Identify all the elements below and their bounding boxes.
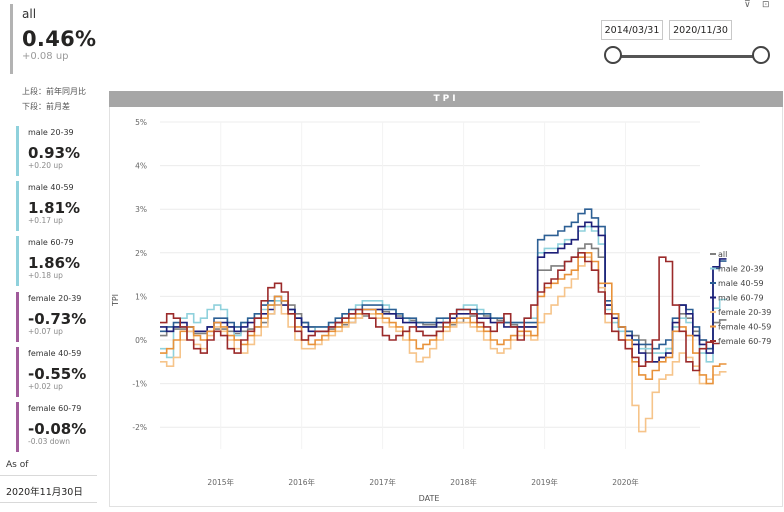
focus-mode-icon[interactable]: ⊡ (762, 0, 770, 10)
date-end-input[interactable]: 2020/11/30 (669, 20, 732, 40)
chart-frame (109, 107, 783, 507)
kpi-card-value: -0.55% (28, 365, 87, 383)
note-upper: 上段：前年同月比 (22, 87, 86, 96)
overall-kpi-value: 0.46% (22, 27, 97, 51)
overall-kpi-change: +0.08 up (22, 51, 69, 62)
kpi-card-male-60-79: male 60-79 1.86% +0.18 up (16, 236, 96, 286)
kpi-card-value: 1.86% (28, 254, 81, 272)
as-of-box: 2020年11月30日 (0, 475, 97, 503)
as-of-date: 2020年11月30日 (6, 487, 83, 498)
kpi-card-label: male 20-39 (28, 128, 74, 137)
date-slider-track[interactable] (614, 55, 762, 58)
filter-icon[interactable]: ⊽ (744, 0, 751, 10)
kpi-card-change: +0.07 up (28, 327, 63, 336)
kpi-card-change: +0.17 up (28, 216, 63, 225)
overall-kpi-label: all (22, 7, 37, 21)
kpi-card-label: female 20-39 (28, 294, 82, 303)
kpi-card-male-40-59: male 40-59 1.81% +0.17 up (16, 181, 96, 231)
kpi-card-female-40-59: female 40-59 -0.55% +0.02 up (16, 347, 96, 397)
date-slider-end-handle[interactable] (752, 46, 770, 64)
kpi-card-change: -0.03 down (28, 437, 71, 446)
kpi-card-value: -0.08% (28, 420, 87, 438)
kpi-card-value: 1.81% (28, 199, 81, 217)
kpi-card-change: +0.18 up (28, 271, 63, 280)
as-of-label: As of (6, 460, 29, 470)
kpi-card-label: female 60-79 (28, 404, 82, 413)
kpi-card-label: male 60-79 (28, 238, 74, 247)
kpi-card-change: +0.02 up (28, 382, 63, 391)
note-lower: 下段：前月差 (22, 102, 70, 111)
chart-title: TPI (109, 91, 783, 107)
kpi-card-label: male 40-59 (28, 183, 74, 192)
kpi-card-value: -0.73% (28, 310, 87, 328)
date-slider-start-handle[interactable] (604, 46, 622, 64)
kpi-card-female-20-39: female 20-39 -0.73% +0.07 up (16, 292, 96, 342)
kpi-card-male-20-39: male 20-39 0.93% +0.20 up (16, 126, 96, 176)
kpi-card-label: female 40-59 (28, 349, 82, 358)
overall-kpi-card: all 0.46% +0.08 up (10, 4, 102, 74)
kpi-card-value: 0.93% (28, 144, 81, 162)
date-start-input[interactable]: 2014/03/31 (601, 20, 663, 40)
kpi-card-change: +0.20 up (28, 161, 63, 170)
kpi-card-female-60-79: female 60-79 -0.08% -0.03 down (16, 402, 96, 452)
